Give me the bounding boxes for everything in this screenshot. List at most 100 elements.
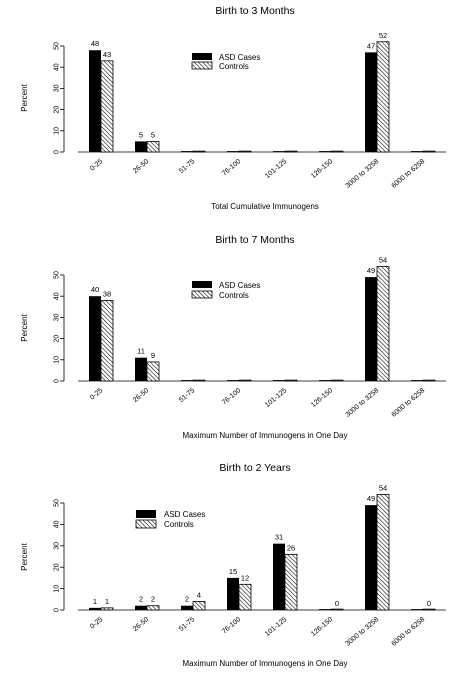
legend-swatch-asd-1 bbox=[192, 53, 212, 60]
x-tick-label: 101-125 bbox=[264, 387, 288, 409]
bar-asd-cases bbox=[319, 609, 331, 610]
legend-3: ASD Cases Controls bbox=[135, 510, 205, 529]
y-tick-label: 10 bbox=[54, 356, 61, 364]
data-label: 15 bbox=[229, 567, 237, 576]
y-tick-label: 10 bbox=[54, 127, 61, 135]
bar-controls bbox=[376, 494, 390, 611]
data-label: 12 bbox=[241, 573, 249, 582]
bar-controls bbox=[192, 150, 206, 153]
legend-swatch-controls-2 bbox=[191, 290, 213, 299]
y-tick-label: 40 bbox=[54, 63, 61, 71]
bar-controls bbox=[422, 150, 436, 153]
bar-controls bbox=[238, 379, 252, 382]
y-tick-label: 10 bbox=[54, 585, 61, 593]
x-tick-label: 0-25 bbox=[89, 387, 104, 401]
y-tick-label: 30 bbox=[54, 84, 61, 92]
y-tick-label: 30 bbox=[54, 542, 61, 550]
bar-asd-cases bbox=[227, 151, 239, 152]
bar-asd-cases bbox=[181, 605, 193, 610]
y-tick-label: 50 bbox=[54, 271, 61, 279]
bar-controls bbox=[146, 140, 160, 153]
x-tick-label: 3000 to 3258 bbox=[344, 387, 380, 419]
bar-asd-cases bbox=[273, 380, 285, 381]
bar-controls bbox=[376, 41, 390, 153]
x-tick-label: 3000 to 3258 bbox=[344, 616, 380, 648]
x-tick-label: 26-50 bbox=[132, 616, 150, 633]
bar-controls bbox=[100, 607, 114, 611]
bar-controls bbox=[146, 605, 160, 611]
y-axis-label-1: Percent bbox=[20, 83, 29, 111]
x-axis-label-1: Total Cumulative Immunogens bbox=[211, 202, 319, 211]
data-label: 0 bbox=[335, 599, 339, 608]
x-tick-label: 101-125 bbox=[264, 158, 288, 180]
data-label: 9 bbox=[151, 351, 155, 360]
legend-label-asd-3: ASD Cases bbox=[164, 510, 205, 519]
legend-label-controls-2: Controls bbox=[219, 291, 249, 300]
data-label: 2 bbox=[185, 595, 189, 604]
x-tick-label: 76-100 bbox=[221, 158, 242, 177]
bar-asd-cases bbox=[365, 505, 377, 610]
x-tick-label: 0-25 bbox=[89, 158, 104, 172]
x-tick-label: 3000 to 3258 bbox=[344, 158, 380, 190]
data-label: 26 bbox=[287, 543, 295, 552]
bar-controls bbox=[330, 608, 344, 611]
data-label: 1 bbox=[105, 597, 109, 606]
y-tick-label: 0 bbox=[54, 608, 61, 612]
y-tick-label: 20 bbox=[54, 106, 61, 114]
bar-asd-cases bbox=[273, 543, 285, 610]
data-label: 54 bbox=[379, 256, 387, 265]
legend-swatch-controls-1 bbox=[191, 61, 213, 70]
bar-controls bbox=[422, 608, 436, 611]
y-tick-label: 20 bbox=[54, 563, 61, 571]
bar-controls bbox=[284, 379, 298, 382]
data-label: 0 bbox=[427, 599, 431, 608]
chart-title-3: Birth to 2 Years bbox=[219, 462, 290, 474]
y-tick-label: 50 bbox=[54, 499, 61, 507]
data-label: 5 bbox=[151, 130, 155, 139]
legend-label-controls-1: Controls bbox=[219, 62, 249, 71]
chart-panel-3: Birth to 2 Years Percent Maximum Number … bbox=[20, 462, 446, 668]
x-axis-label-2: Maximum Number of Immunogens in One Day bbox=[183, 431, 348, 440]
data-label: 2 bbox=[151, 595, 155, 604]
chart-title-1: Birth to 3 Months bbox=[215, 5, 294, 17]
bar-controls bbox=[192, 379, 206, 382]
data-label: 43 bbox=[103, 50, 111, 59]
x-tick-label: 76-100 bbox=[221, 616, 242, 635]
plot-2: 0 10 20 30 40 50 0-25 40 38 26-50 11 9 51-75 76-100 10… bbox=[54, 256, 446, 419]
x-tick-label: 101-125 bbox=[264, 616, 288, 638]
legend-label-asd-1: ASD Cases bbox=[219, 53, 260, 62]
chart-title-2: Birth to 7 Months bbox=[215, 234, 294, 246]
bar-controls bbox=[100, 60, 114, 153]
x-tick-label: 0-25 bbox=[89, 616, 104, 630]
bar-asd-cases bbox=[319, 380, 331, 381]
bar-asd-cases bbox=[411, 380, 423, 381]
x-tick-label: 6000 to 6258 bbox=[390, 387, 426, 419]
bar-asd-cases bbox=[411, 609, 423, 610]
data-label: 2 bbox=[139, 595, 143, 604]
bar-asd-cases bbox=[135, 605, 147, 610]
legend-2: ASD Cases Controls bbox=[191, 281, 260, 300]
y-axis-label-3: Percent bbox=[20, 542, 29, 570]
bar-controls bbox=[146, 361, 160, 382]
legend-swatch-controls-3 bbox=[135, 519, 157, 529]
bar-controls bbox=[330, 379, 344, 382]
bar-asd-cases bbox=[273, 151, 285, 152]
y-tick-label: 40 bbox=[54, 520, 61, 528]
bar-controls bbox=[284, 150, 298, 153]
bar-controls bbox=[422, 379, 436, 382]
bar-controls bbox=[330, 150, 344, 153]
y-tick-label: 50 bbox=[54, 42, 61, 50]
x-tick-label: 6000 to 6258 bbox=[390, 616, 426, 648]
x-tick-label: 126-150 bbox=[310, 387, 334, 409]
bar-asd-cases bbox=[365, 52, 377, 152]
bar-controls bbox=[238, 150, 252, 153]
x-tick-label: 51-75 bbox=[178, 387, 196, 404]
x-tick-label: 51-75 bbox=[178, 158, 196, 175]
data-label: 49 bbox=[367, 266, 375, 275]
data-label: 4 bbox=[197, 590, 201, 599]
bar-asd-cases bbox=[411, 151, 423, 152]
legend-1: ASD Cases Controls bbox=[191, 53, 260, 71]
legend-label-controls-3: Controls bbox=[164, 520, 194, 529]
data-label: 49 bbox=[367, 494, 375, 503]
